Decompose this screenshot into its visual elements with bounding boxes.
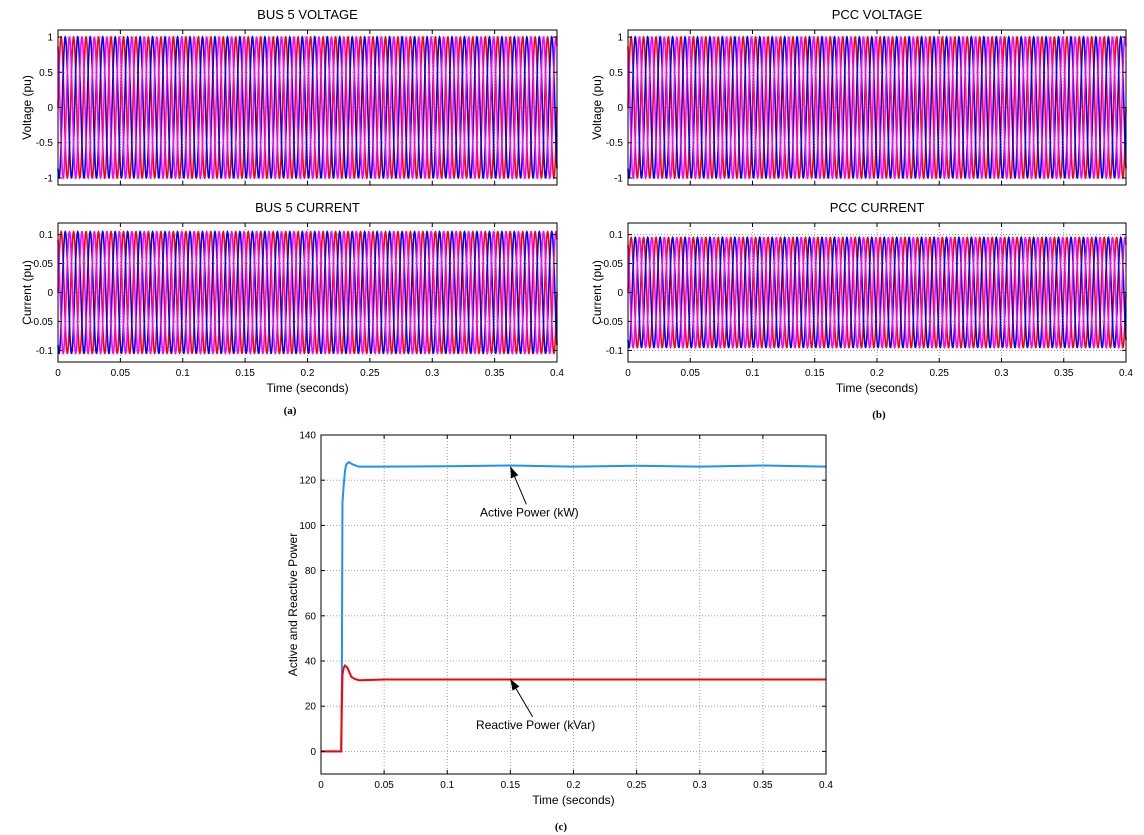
pcc_voltage-ytick-label: 1: [617, 33, 623, 44]
power-annotation-arrowhead: [510, 679, 520, 691]
pcc_voltage-phase-2-line: [627, 35, 1127, 179]
bus5_voltage-ytick-label: 0.5: [39, 68, 53, 79]
pcc_current-xtick-label: 0.1: [746, 368, 760, 379]
bus5_voltage-ylabel: Voltage (pu): [20, 75, 34, 140]
bus5_voltage-ytick-label: -0.5: [36, 138, 54, 149]
pcc_current-phase-1-line: [627, 236, 1127, 349]
bus5_current-xtick-label: 0: [55, 368, 61, 379]
power-active-line: [321, 460, 827, 753]
bus5_current-ytick-label: -0.05: [30, 317, 53, 328]
bus5_voltage-phase-3-line: [57, 36, 558, 180]
power-xtick-label: 0.15: [501, 780, 521, 791]
pcc_current-ytick-label: -0.1: [606, 346, 624, 357]
bus5_current-ytick-label: -0.1: [36, 346, 54, 357]
pcc_current-xtick-label: 0.35: [1054, 368, 1074, 379]
pcc_current-xtick-label: 0.05: [681, 368, 701, 379]
pcc_current-xtick-label: 0.25: [930, 368, 950, 379]
bus5_current-phase-3-line: [57, 230, 558, 355]
bus5_current-title: BUS 5 CURRENT: [255, 200, 360, 215]
power-xlabel: Time (seconds): [532, 793, 614, 807]
bus5_current-xlabel: Time (seconds): [266, 381, 348, 395]
power-xtick-label: 0.25: [627, 780, 647, 791]
bus5_voltage-title: BUS 5 VOLTAGE: [257, 7, 358, 22]
pcc_current-xtick-label: 0: [625, 368, 631, 379]
panel-label-c: (c): [555, 821, 568, 833]
power-ytick-label: 120: [299, 476, 316, 487]
power-reactive-line: [321, 663, 826, 753]
bus5_current-xtick-label: 0.4: [550, 368, 564, 379]
pcc_current-xtick-label: 0.4: [1119, 368, 1133, 379]
pcc_voltage-phase-3-line: [627, 36, 1127, 180]
pcc_voltage-ytick-label: -1: [614, 173, 623, 184]
power-xtick-label: 0.05: [374, 780, 394, 791]
panel-label-b: (b): [872, 409, 886, 421]
power-ytick-label: 140: [299, 431, 316, 442]
pcc_current-ytick-label: -0.05: [600, 317, 623, 328]
bus5_voltage-ytick-label: 0: [47, 103, 53, 114]
power-annotation-label: Active Power (kW): [480, 505, 579, 519]
power-xtick-label: 0.4: [819, 780, 833, 791]
pcc_current-xlabel: Time (seconds): [836, 381, 918, 395]
pcc_voltage-ytick-label: -0.5: [606, 138, 624, 149]
bus5_current-ylabel: Current (pu): [20, 260, 34, 325]
power-ytick-label: 40: [305, 657, 317, 668]
power-xtick-label: 0.3: [693, 780, 707, 791]
bus5_current-xtick-label: 0.3: [425, 368, 439, 379]
power-xtick-label: 0.2: [567, 780, 581, 791]
panel-label-a: (a): [284, 405, 297, 417]
bus5_current-phase-2-line: [57, 230, 558, 355]
bus5_current-xtick-label: 0.35: [485, 368, 505, 379]
power-xtick-label: 0: [318, 780, 324, 791]
pcc_voltage-ytick-label: 0.5: [609, 68, 623, 79]
pcc_voltage-ytick-label: 0: [617, 103, 623, 114]
bus5_current-ytick-label: 0: [47, 288, 53, 299]
bus5_current-ytick-label: 0.05: [34, 259, 54, 270]
power-ytick-label: 20: [305, 702, 317, 713]
pcc_voltage-title: PCC VOLTAGE: [832, 7, 923, 22]
bus5_current-xtick-label: 0.15: [235, 368, 255, 379]
bus5_current-phase-1-line: [57, 230, 558, 355]
bus5_voltage-ytick-label: -1: [44, 173, 53, 184]
pcc_current-ytick-label: 0.1: [609, 230, 623, 241]
bus5_voltage-phase-1-line: [57, 35, 558, 180]
pcc_current-xtick-label: 0.15: [805, 368, 825, 379]
power-annotation-label: Reactive Power (kVar): [476, 718, 595, 732]
power-annotation-arrowhead: [510, 466, 519, 479]
pcc_current-ylabel: Current (pu): [590, 260, 604, 325]
power-ylabel: Active and Reactive Power: [286, 533, 300, 676]
power-ytick-label: 80: [305, 566, 317, 577]
bus5_voltage-phase-2-line: [57, 35, 558, 179]
pcc_current-xtick-label: 0.3: [995, 368, 1009, 379]
bus5_current-ytick-label: 0.1: [39, 230, 53, 241]
bus5_current-xtick-label: 0.2: [301, 368, 315, 379]
power-ytick-label: 0: [310, 747, 316, 758]
bus5_current-xtick-label: 0.1: [176, 368, 190, 379]
pcc_current-ytick-label: 0: [617, 288, 623, 299]
pcc_current-xtick-label: 0.2: [870, 368, 884, 379]
power-ytick-label: 100: [299, 521, 316, 532]
bus5_voltage-ytick-label: 1: [47, 33, 53, 44]
pcc_current-phase-3-line: [627, 236, 1127, 350]
pcc_current-phase-2-line: [627, 235, 1127, 349]
power-ytick-label: 60: [305, 611, 317, 622]
bus5_current-xtick-label: 0.25: [360, 368, 380, 379]
pcc_voltage-phase-1-line: [627, 35, 1127, 180]
power-xtick-label: 0.35: [753, 780, 773, 791]
pcc_current-ytick-label: 0.05: [604, 259, 624, 270]
bus5_current-xtick-label: 0.05: [111, 368, 131, 379]
pcc_current-title: PCC CURRENT: [830, 200, 925, 215]
power-xtick-label: 0.1: [440, 780, 454, 791]
pcc_voltage-ylabel: Voltage (pu): [590, 75, 604, 140]
